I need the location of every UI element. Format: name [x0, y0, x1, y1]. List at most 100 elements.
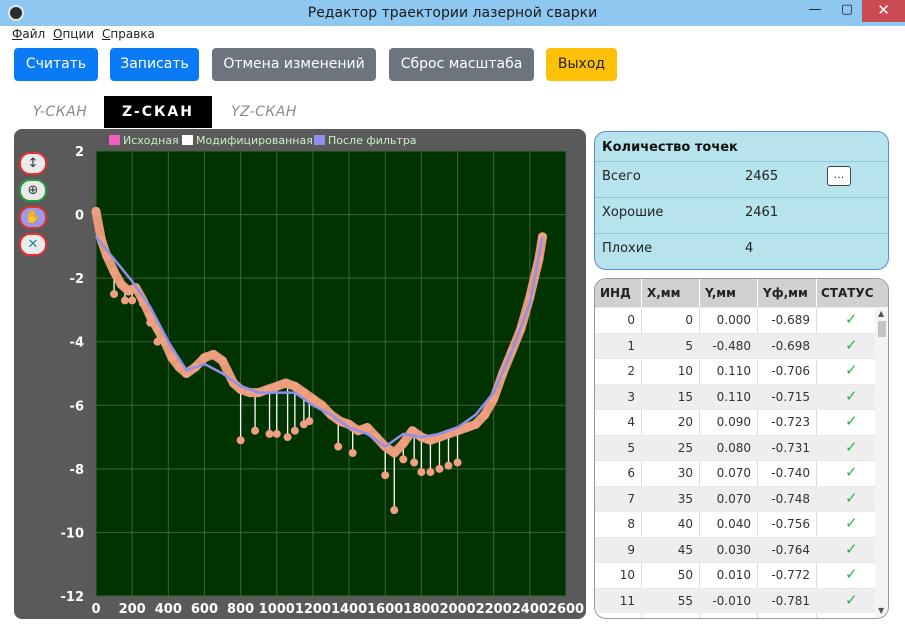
- chart-panel: 0 200 400 600 800 1000 1200 1400 1600 1800 2000 220…: [14, 129, 586, 619]
- good-label: Хорошие: [602, 205, 664, 220]
- select-cross-icon[interactable]: ✕: [19, 233, 47, 256]
- modified-point: [153, 337, 162, 346]
- cell-ind: 9: [627, 542, 635, 557]
- original-point: [462, 423, 472, 433]
- table-row[interactable]: 6 30 0.070 -0.740 ✓: [595, 460, 875, 485]
- status-check-icon: ✓: [845, 412, 858, 430]
- legend-label: После фильтра: [328, 134, 417, 147]
- y-tick-label: -4: [70, 336, 84, 351]
- cell-ind: 11: [619, 593, 635, 608]
- maximize-button[interactable]: ▢: [840, 2, 854, 17]
- header-index[interactable]: ИНД: [600, 286, 631, 300]
- tab-y-scan[interactable]: Y-СКАН: [32, 104, 88, 120]
- pan-hand-icon[interactable]: ✋: [19, 206, 47, 229]
- modified-point: [410, 458, 419, 467]
- y-tick-label: -12: [61, 590, 85, 605]
- table-scrollbar[interactable]: ▲ ▼: [875, 307, 888, 618]
- x-tick-label: 0: [91, 602, 100, 617]
- original-point: [290, 381, 300, 391]
- undo-changes-button[interactable]: Отмена изменений: [212, 48, 376, 81]
- cell-y: 0.040: [716, 517, 751, 531]
- cell-yf: -0.772: [771, 568, 810, 582]
- modified-point: [146, 318, 155, 327]
- zoom-icon[interactable]: ⊕: [19, 179, 47, 202]
- cell-ind: 5: [627, 440, 635, 455]
- modified-point: [381, 471, 390, 480]
- status-check-icon: ✓: [845, 590, 858, 609]
- menu-file[interactable]: Файл: [12, 27, 45, 41]
- table-row[interactable]: 0 0 0.000 -0.689 ✓: [595, 307, 875, 332]
- cell-yf: -0.723: [771, 415, 810, 429]
- x-tick-label: 1600: [367, 602, 403, 617]
- modified-point: [110, 290, 119, 299]
- table-row[interactable]: 1 5 -0.480 -0.698 ✓: [595, 332, 875, 358]
- legend-label: Исходная: [123, 134, 179, 147]
- legend-label: Модифицированная: [196, 134, 313, 147]
- legend-swatch: [109, 135, 120, 145]
- header-status[interactable]: СТАТУС: [821, 286, 874, 300]
- table-row[interactable]: 4 20 0.090 -0.723 ✓: [595, 409, 875, 434]
- table-row[interactable]: 10 50 0.010 -0.772 ✓: [595, 562, 875, 587]
- table-row[interactable]: 11 55 -0.010 -0.781 ✓: [595, 587, 875, 613]
- cell-y: 0.010: [716, 568, 751, 582]
- cell-yf: -0.740: [771, 466, 810, 480]
- cell-x: 5: [685, 338, 693, 353]
- plot-area: [96, 151, 566, 596]
- original-point: [398, 438, 408, 448]
- table-row[interactable]: 5 25 0.080 -0.731 ✓: [595, 434, 875, 460]
- table-row[interactable]: 9 45 0.030 -0.764 ✓: [595, 536, 875, 562]
- table-row[interactable]: 3 15 0.110 -0.715 ✓: [595, 383, 875, 409]
- minimize-button[interactable]: —: [808, 2, 822, 17]
- header-yf[interactable]: Yф,мм: [763, 286, 808, 300]
- legend-swatch: [182, 135, 193, 145]
- modified-point: [348, 448, 357, 457]
- menu-help[interactable]: Справка: [102, 27, 155, 41]
- scroll-down-icon[interactable]: ▼: [878, 606, 885, 615]
- title-bar: Редактор траектории лазерной сварки — ▢ …: [0, 0, 905, 26]
- status-check-icon: ✓: [845, 488, 858, 507]
- menu-options[interactable]: Опции: [53, 27, 94, 41]
- z-scan-chart[interactable]: 0 200 400 600 800 1000 1200 1400 1600 1800 2000 220…: [14, 129, 586, 619]
- cell-y: -0.480: [712, 338, 751, 353]
- tab-yz-scan[interactable]: YZ-СКАН: [231, 104, 297, 120]
- close-button[interactable]: ✕: [862, 0, 905, 22]
- table-row[interactable]: 8 40 0.040 -0.756 ✓: [595, 511, 875, 536]
- good-value: 2461: [745, 205, 779, 220]
- status-check-icon: ✓: [845, 437, 858, 456]
- original-point: [362, 423, 372, 433]
- modified-point: [120, 296, 129, 305]
- modified-point: [334, 442, 343, 451]
- y-tick-label: -2: [70, 272, 84, 287]
- read-button[interactable]: Считать: [14, 48, 98, 81]
- table-row[interactable]: 7 35 0.070 -0.748 ✓: [595, 485, 875, 511]
- cell-yf: -0.764: [771, 542, 810, 557]
- point-count-panel: Количество точек Всего 2465 ... Хорошие …: [594, 131, 889, 270]
- menu-help-label: правка: [110, 27, 155, 41]
- fit-height-icon[interactable]: ↕: [19, 152, 47, 175]
- window-title: Редактор траектории лазерной сварки: [307, 5, 598, 21]
- table-row[interactable]: 2 10 0.110 -0.706 ✓: [595, 358, 875, 383]
- exit-button[interactable]: Выход: [546, 48, 617, 81]
- tab-z-scan[interactable]: Z-СКАН: [104, 96, 212, 128]
- write-button[interactable]: Записать: [110, 48, 199, 81]
- header-separator: [699, 279, 700, 307]
- cell-y: -0.010: [712, 593, 751, 608]
- modified-point: [236, 436, 245, 445]
- x-tick-label: 1800: [403, 602, 439, 617]
- scroll-up-icon[interactable]: ▲: [878, 309, 885, 318]
- cell-y: 0.070: [716, 491, 751, 506]
- original-point: [91, 206, 101, 216]
- status-check-icon: ✓: [845, 539, 858, 558]
- cell-y: 0.070: [716, 466, 751, 480]
- modified-point: [272, 429, 281, 438]
- status-check-icon: ✓: [845, 310, 858, 328]
- header-y[interactable]: Y,мм: [705, 286, 736, 300]
- reset-zoom-button[interactable]: Сброс масштаба: [389, 48, 534, 81]
- original-point: [109, 267, 119, 277]
- scroll-thumb[interactable]: [878, 321, 886, 337]
- menu-options-label: пции: [62, 27, 95, 41]
- info-divider: [595, 233, 888, 234]
- original-point: [116, 280, 126, 289]
- header-x[interactable]: X,мм: [647, 286, 681, 300]
- details-button[interactable]: ...: [827, 166, 851, 186]
